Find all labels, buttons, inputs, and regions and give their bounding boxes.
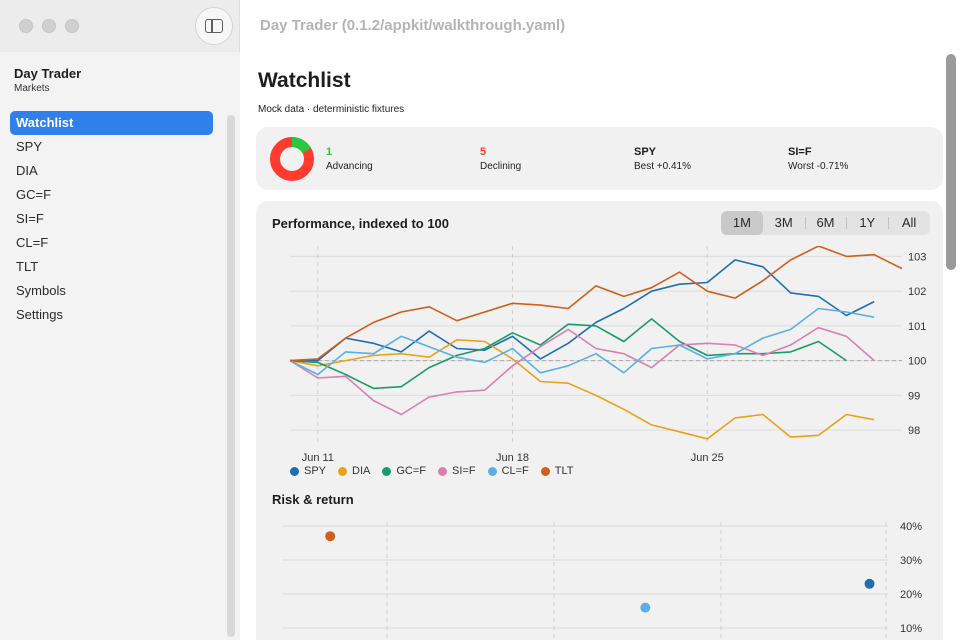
series-line-dia: [289, 339, 875, 440]
sidebar-nav: Watchlist SPY DIA GC=F SI=F CL=F TLT Sym…: [10, 111, 213, 327]
advancing-label: Advancing: [326, 161, 373, 172]
y-tick-label: 102: [908, 286, 926, 298]
range-1y-button[interactable]: 1Y: [846, 211, 888, 235]
legend-swatch: [382, 466, 392, 476]
sidebar-panel: Day Trader Markets Watchlist SPY DIA GC=…: [0, 52, 240, 640]
declining-count: 5: [480, 146, 487, 158]
risk-return-title: Risk & return: [272, 492, 354, 507]
breadth-donut-chart: [270, 137, 314, 181]
performance-title: Performance, indexed to 100: [272, 216, 450, 231]
main-scrollbar[interactable]: [946, 54, 956, 270]
legend-swatch: [540, 466, 550, 476]
legend-label: TLT: [554, 465, 574, 477]
y-tick-label: 99: [908, 390, 920, 402]
y-tick-label: 98: [908, 425, 920, 437]
x-tick-label: Jun 11: [302, 452, 334, 464]
page-title: Watchlist: [258, 69, 351, 92]
sidebar-item-watchlist[interactable]: Watchlist: [10, 111, 213, 135]
best-label: Best +0.41%: [634, 161, 691, 172]
worst-label: Worst -0.71%: [788, 161, 849, 172]
range-3m-button[interactable]: 3M: [774, 215, 793, 230]
sidebar-toggle-button[interactable]: [195, 7, 233, 45]
scatter-point-tlt: [325, 531, 336, 542]
y-tick-label: 100: [908, 356, 926, 368]
advancing-arc: [270, 137, 314, 181]
performance-card: Performance, indexed to 100 1M 3M 6M 1Y …: [256, 201, 943, 640]
sidebar-icon: [205, 19, 223, 33]
legend-swatch: [438, 466, 448, 476]
advancing-count: 1: [326, 146, 333, 158]
range-1m-button[interactable]: 1M: [721, 211, 763, 235]
performance-line-chart: 98 99 100 101 102 103 Jun 11 Jun 18 Jun 25: [289, 246, 926, 464]
y-tick-label: 103: [908, 251, 926, 263]
legend-item-gc-f: GC=F: [382, 465, 426, 477]
series-line-cl-f: [289, 307, 875, 376]
legend-swatch: [487, 466, 497, 476]
sidebar-item-sif[interactable]: SI=F: [16, 211, 44, 226]
summary-card: 1 Advancing 5 Declining SPY Best +0.41% …: [256, 127, 943, 190]
series-line-tlt: [289, 246, 903, 362]
sidebar-item-gcf[interactable]: GC=F: [16, 187, 52, 202]
chart-legend: SPY DIA GC=F SI=F CL=F TLT: [290, 465, 574, 477]
series-line-spy: [290, 259, 875, 362]
scatter-point-cl-f: [640, 602, 651, 613]
sidebar-item-settings[interactable]: Settings: [16, 307, 63, 322]
app-name: Day Trader: [14, 66, 82, 81]
page-subtitle: Mock data · deterministic fixtures: [258, 104, 405, 115]
legend-item-tlt: TLT: [540, 465, 574, 477]
series-line-si-f: [289, 326, 875, 416]
y-tick-label: 101: [908, 321, 926, 333]
legend-swatch: [338, 466, 348, 476]
range-all-button[interactable]: All: [888, 211, 930, 235]
advancing-stat: 1 Advancing: [326, 146, 373, 172]
sidebar-item-tlt[interactable]: TLT: [16, 259, 39, 274]
y-tick-label: 40%: [900, 521, 922, 533]
series-line-gc-f: [289, 318, 847, 390]
minimize-window-button[interactable]: [42, 19, 56, 33]
best-symbol: SPY: [634, 146, 657, 158]
sidebar-item-dia[interactable]: DIA: [16, 163, 38, 178]
range-segmented-control: 1M 3M 6M 1Y All: [721, 211, 930, 235]
legend-item-cl-f: CL=F: [487, 465, 529, 477]
worst-symbol: SI=F: [788, 146, 812, 158]
y-tick-label: 10%: [900, 623, 922, 635]
close-window-button[interactable]: [19, 19, 33, 33]
legend-item-spy: SPY: [290, 465, 326, 477]
x-tick-label: Jun 25: [691, 452, 724, 464]
best-stat: SPY Best +0.41%: [634, 146, 691, 172]
scatter-point-spy: [864, 578, 875, 589]
sidebar: Day Trader Markets Watchlist SPY DIA GC=…: [0, 0, 240, 640]
range-6m-button[interactable]: 6M: [804, 211, 847, 235]
legend-label: DIA: [352, 465, 371, 477]
sidebar-item-symbols[interactable]: Symbols: [16, 283, 66, 298]
declining-stat: 5 Declining: [480, 146, 521, 172]
window-controls: [19, 19, 79, 33]
y-tick-label: 30%: [900, 555, 922, 567]
sidebar-item-spy[interactable]: SPY: [16, 139, 43, 154]
legend-item-dia: DIA: [338, 465, 370, 477]
legend-swatch: [290, 466, 299, 476]
legend-label: SPY: [304, 465, 327, 477]
legend-label: SI=F: [452, 465, 476, 477]
x-tick-label: Jun 18: [496, 452, 529, 464]
legend-item-si-f: SI=F: [438, 465, 476, 477]
legend-label: CL=F: [501, 465, 529, 477]
y-tick-label: 20%: [900, 589, 922, 601]
sidebar-item-clf[interactable]: CL=F: [16, 235, 49, 250]
legend-label: GC=F: [396, 465, 427, 477]
app-subtitle: Markets: [14, 83, 50, 94]
zoom-window-button[interactable]: [65, 19, 79, 33]
sidebar-scrollbar[interactable]: [227, 115, 235, 637]
risk-return-scatter-chart: 40% 30% 20% 10%: [282, 521, 922, 640]
declining-label: Declining: [480, 161, 522, 172]
window-title: Day Trader (0.1.2/appkit/walkthrough.yam…: [260, 17, 566, 34]
worst-stat: SI=F Worst -0.71%: [788, 146, 848, 172]
